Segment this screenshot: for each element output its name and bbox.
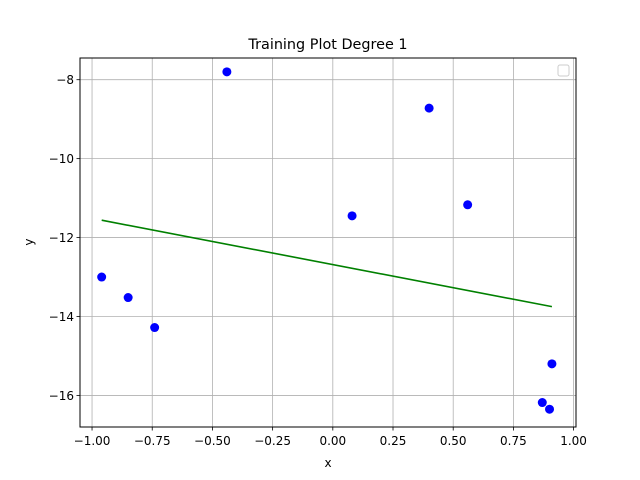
data-point: [347, 211, 357, 221]
plot-frame: [79, 57, 577, 428]
data-point: [424, 103, 434, 113]
y-axis-label: y: [22, 238, 36, 245]
data-point: [547, 359, 557, 369]
fit-line: [101, 219, 553, 308]
y-tick-label: −8: [56, 73, 74, 87]
y-tick-label: −10: [49, 152, 74, 166]
legend-box[interactable]: [557, 64, 570, 77]
chart-title: Training Plot Degree 1: [247, 37, 407, 53]
grid-layer: [80, 58, 576, 427]
data-point: [222, 67, 232, 77]
series-layer: [97, 67, 557, 414]
y-tick-label: −16: [49, 389, 74, 403]
x-tick-label: 0.25: [380, 434, 407, 448]
x-axis-label: x: [324, 456, 331, 470]
data-point: [97, 272, 107, 282]
x-tick-label: −0.75: [134, 434, 171, 448]
data-point: [545, 404, 555, 414]
data-point: [150, 323, 160, 333]
x-tick-label: −1.00: [74, 434, 111, 448]
x-tick-label: −0.25: [254, 434, 291, 448]
data-point: [463, 200, 473, 210]
y-tick-label: −12: [49, 231, 74, 245]
ticks-layer: −1.00 −0.75 −0.50 −0.25 0.00 0.25 0.50 0.75 1.00…: [49, 73, 587, 448]
x-tick-label: −0.50: [194, 434, 231, 448]
x-tick-label: 1.00: [560, 434, 587, 448]
data-point: [537, 398, 547, 408]
x-tick-label: 0.00: [319, 434, 346, 448]
x-tick-label: 0.50: [440, 434, 467, 448]
x-tick-label: 0.75: [500, 434, 527, 448]
data-point: [123, 293, 133, 303]
y-tick-label: −14: [49, 310, 74, 324]
